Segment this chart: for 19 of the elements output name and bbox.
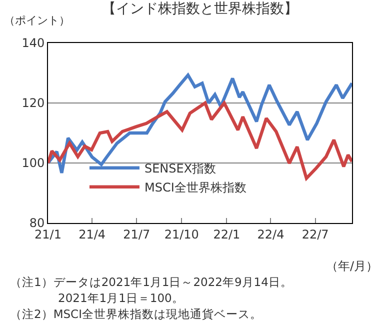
- legend-label: MSCI全世界株指数: [144, 180, 246, 195]
- line-series: [48, 101, 352, 180]
- y-tick-label: 120: [22, 96, 45, 110]
- y-tick-label: 100: [22, 156, 45, 170]
- x-tick-label: 21/7: [123, 227, 150, 242]
- x-tick-label: 22/4: [257, 227, 284, 242]
- x-tick-label: 21/4: [78, 227, 106, 242]
- text: （注2）MSCI全世界株指数は現地通貨ベース。: [10, 307, 262, 321]
- text: 2021年1月1日＝100。: [10, 291, 184, 305]
- y-tick-label: 140: [22, 36, 45, 50]
- x-tick-label: 22/1: [213, 227, 240, 242]
- line-series: [48, 74, 352, 174]
- y-axis-title: （ポイント）: [4, 14, 70, 27]
- legend-label: SENSEX指数: [144, 162, 216, 176]
- chart-title: 【インド株指数と世界株指数】: [102, 1, 298, 17]
- x-axis-title: （年/月）: [326, 259, 378, 273]
- text: （注1）データは2021年1月1日～2022年9月14日。: [10, 275, 292, 289]
- x-tick-label: 22/7: [302, 227, 329, 242]
- x-tick-label: 21/10: [164, 227, 199, 242]
